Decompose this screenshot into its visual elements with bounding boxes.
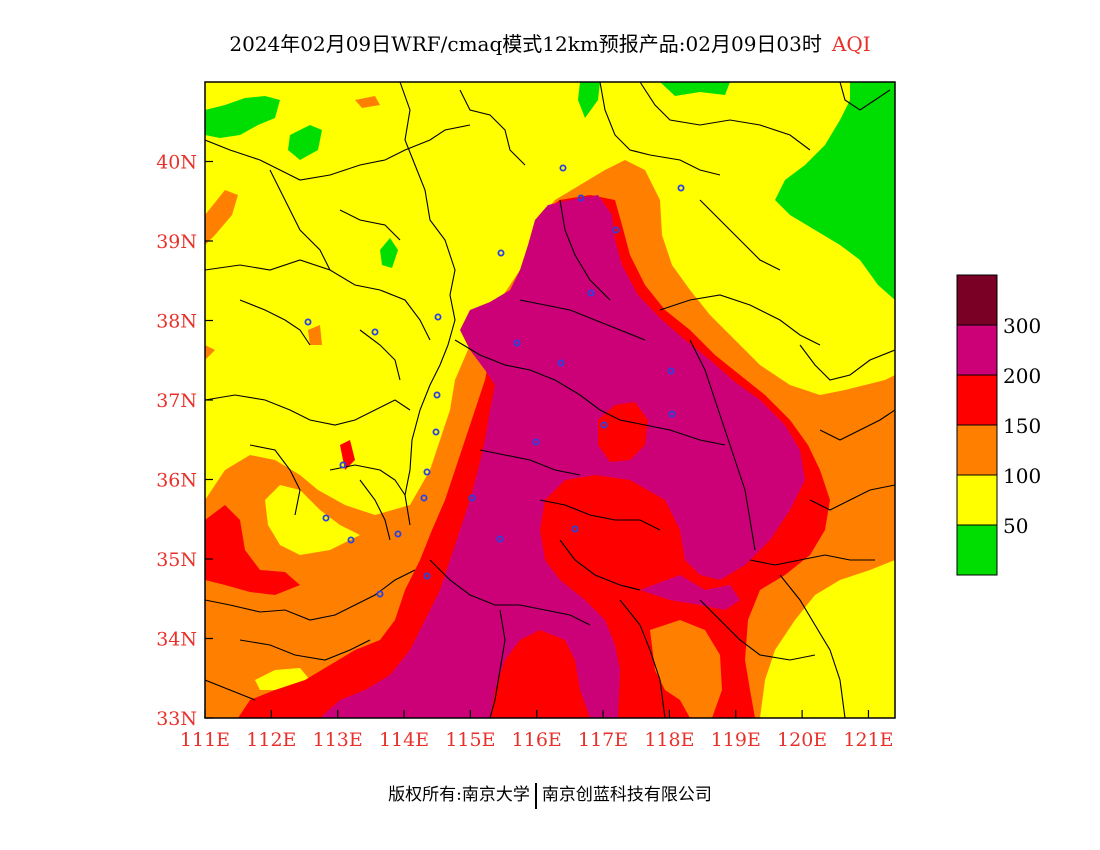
lat-tick-label: 36N xyxy=(156,470,197,492)
legend-label: 300 xyxy=(1003,314,1041,338)
lon-tick-label: 113E xyxy=(313,729,363,751)
station-marker xyxy=(600,421,608,429)
lon-tick-label: 112E xyxy=(246,729,296,751)
station-marker xyxy=(677,184,685,192)
station-marker xyxy=(513,339,521,347)
lat-tick-label: 38N xyxy=(156,311,197,333)
aqi-fill-orange-south xyxy=(650,620,722,718)
boundary-lines xyxy=(205,82,895,718)
legend-swatch xyxy=(956,474,998,526)
aqi-fill-yellow-pocket xyxy=(265,485,360,555)
station-marker xyxy=(612,226,620,234)
aqi-fill-orange-west-2 xyxy=(205,345,215,360)
map-title: 2024年02月09日WRF/cmaq模式12km预报产品:02月09日03时 A… xyxy=(0,28,1100,57)
aqi-fill-green-small xyxy=(380,238,398,268)
station-marker xyxy=(420,494,428,502)
station-marker xyxy=(434,313,442,321)
lon-tick-label: 118E xyxy=(644,729,694,751)
lat-tick-label: 39N xyxy=(156,231,197,253)
lon-tick-label: 111E xyxy=(180,729,230,751)
aqi-fill-green-north-2 xyxy=(288,125,322,160)
aqi-fill-green-top xyxy=(578,82,600,118)
lon-tick-label: 117E xyxy=(578,729,628,751)
aqi-fill-green-north xyxy=(205,96,280,138)
lon-tick-label: 120E xyxy=(777,729,827,751)
legend-label: 150 xyxy=(1003,414,1041,438)
aqi-fill-orange-west xyxy=(205,190,238,245)
latitude-axis: 33N 34N 35N 36N 37N 38N 39N 40N xyxy=(156,152,213,730)
legend-label: 100 xyxy=(1003,464,1041,488)
station-marker xyxy=(668,410,676,418)
station-marker xyxy=(432,428,440,436)
lon-tick-label: 115E xyxy=(445,729,495,751)
station-marker xyxy=(559,164,567,172)
lat-tick-label: 37N xyxy=(156,390,197,412)
station-marker xyxy=(496,535,504,543)
legend-swatch xyxy=(956,374,998,426)
lon-tick-label: 114E xyxy=(379,729,429,751)
map-area xyxy=(205,82,895,718)
station-marker xyxy=(571,525,579,533)
station-marker xyxy=(532,438,540,446)
lon-tick-label: 119E xyxy=(711,729,761,751)
station-marker xyxy=(667,367,675,375)
legend-swatch xyxy=(956,274,998,326)
title-variable: AQI xyxy=(831,32,871,56)
credit-separator xyxy=(534,782,537,809)
station-marker xyxy=(371,328,379,336)
station-marker xyxy=(577,194,585,202)
station-marker xyxy=(468,494,476,502)
lat-tick-label: 33N xyxy=(156,708,197,730)
title-main: 2024年02月09日WRF/cmaq模式12km预报产品:02月09日03时 xyxy=(229,32,822,56)
aqi-fill-yellow-southeast xyxy=(760,560,895,718)
lon-tick-label: 116E xyxy=(512,729,562,751)
aqi-fill-orange-spot-2 xyxy=(308,325,322,345)
legend-swatch xyxy=(956,424,998,476)
station-markers xyxy=(304,164,685,598)
lon-tick-label: 121E xyxy=(843,729,893,751)
lat-tick-label: 35N xyxy=(156,549,197,571)
copyright-footer: 版权所有:南京大学 南京创蓝科技有限公司 xyxy=(0,780,1100,809)
lat-tick-label: 34N xyxy=(156,629,197,651)
station-marker xyxy=(423,572,431,580)
legend-label: 200 xyxy=(1003,364,1041,388)
legend-swatch xyxy=(956,524,998,576)
station-marker xyxy=(497,249,505,257)
aqi-fill-magenta xyxy=(320,195,805,718)
station-marker xyxy=(304,318,312,326)
station-marker xyxy=(347,536,355,544)
station-marker xyxy=(557,359,565,367)
lat-tick-label: 40N xyxy=(156,152,197,174)
station-marker xyxy=(339,461,347,469)
aqi-fill-red-pocket xyxy=(598,402,648,462)
station-marker xyxy=(376,590,384,598)
aqi-fill-green-top-right xyxy=(660,82,730,96)
aqi-legend: 50 100 150 200 300 xyxy=(956,274,1041,576)
station-marker xyxy=(394,530,402,538)
aqi-fill-red-west xyxy=(205,505,300,595)
legend-label: 50 xyxy=(1003,514,1028,538)
station-marker xyxy=(433,391,441,399)
aqi-fill-magenta-east xyxy=(640,575,740,610)
station-marker xyxy=(322,514,330,522)
station-marker xyxy=(423,468,431,476)
aqi-fill-orange-spot xyxy=(355,96,380,108)
station-marker xyxy=(587,289,595,297)
credit-right: 南京创蓝科技有限公司 xyxy=(541,785,712,805)
legend-swatch xyxy=(956,324,998,376)
credit-left: 版权所有:南京大学 xyxy=(388,785,530,805)
longitude-axis: 111E 112E 113E 114E 115E 116E 117E 118E 119E 120E… xyxy=(180,710,894,751)
aqi-fill-green-northeast xyxy=(775,82,895,300)
